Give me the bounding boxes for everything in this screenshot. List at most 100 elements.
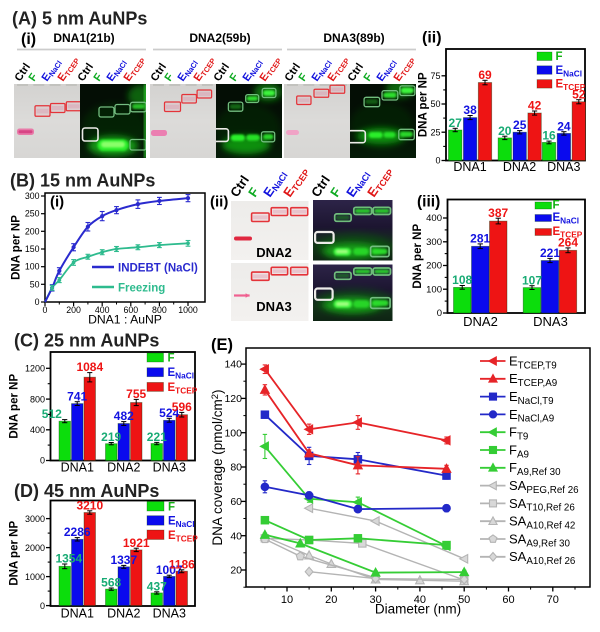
svg-text:DNA1: DNA1 xyxy=(61,607,94,621)
svg-text:1186: 1186 xyxy=(169,557,195,571)
svg-text:800: 800 xyxy=(152,305,167,315)
svg-text:1084: 1084 xyxy=(76,360,103,374)
svg-text:200: 200 xyxy=(66,305,81,315)
svg-text:2286: 2286 xyxy=(64,525,91,539)
svg-text:219: 219 xyxy=(101,430,121,444)
svg-text:DNA per NP: DNA per NP xyxy=(9,521,21,586)
svg-text:(ii): (ii) xyxy=(422,30,442,47)
svg-text:0: 0 xyxy=(40,601,45,611)
svg-text:69: 69 xyxy=(478,68,492,82)
svg-text:DNA3: DNA3 xyxy=(153,607,186,621)
svg-text:27: 27 xyxy=(449,116,463,130)
svg-text:40: 40 xyxy=(414,594,426,606)
svg-text:800: 800 xyxy=(30,394,45,404)
svg-text:DNA1(21b): DNA1(21b) xyxy=(53,31,114,45)
svg-text:DNA3: DNA3 xyxy=(153,461,186,475)
svg-text:16: 16 xyxy=(542,129,556,143)
svg-text:50: 50 xyxy=(458,594,470,606)
svg-text:20: 20 xyxy=(325,594,337,606)
svg-text:150: 150 xyxy=(25,244,40,254)
svg-text:DNA3: DNA3 xyxy=(256,299,291,314)
svg-text:1921: 1921 xyxy=(123,536,150,550)
svg-text:(iii): (iii) xyxy=(417,194,440,211)
svg-text:DNA coverage (pmol/cm2): DNA coverage (pmol/cm2) xyxy=(210,389,225,545)
svg-text:1000: 1000 xyxy=(25,572,45,582)
svg-text:482: 482 xyxy=(114,409,134,423)
svg-text:F: F xyxy=(556,51,563,63)
svg-text:38: 38 xyxy=(463,103,477,117)
svg-text:DNA2: DNA2 xyxy=(256,245,291,260)
svg-text:F: F xyxy=(553,200,560,212)
svg-text:(A) 5 nm AuNPs: (A) 5 nm AuNPs xyxy=(12,9,147,29)
svg-text:DNA per NP: DNA per NP xyxy=(9,374,21,439)
svg-text:80: 80 xyxy=(230,462,242,474)
svg-text:50: 50 xyxy=(30,279,40,289)
svg-text:Diameter (nm): Diameter (nm) xyxy=(375,602,461,617)
svg-text:300: 300 xyxy=(426,237,442,248)
svg-text:100: 100 xyxy=(224,427,242,439)
svg-text:24: 24 xyxy=(557,119,571,133)
svg-text:387: 387 xyxy=(488,206,508,220)
svg-text:0: 0 xyxy=(40,456,45,466)
svg-text:300: 300 xyxy=(25,191,40,201)
svg-text:250: 250 xyxy=(25,209,40,219)
svg-text:DNA3(89b): DNA3(89b) xyxy=(323,31,384,45)
svg-text:1337: 1337 xyxy=(110,553,137,567)
svg-text:3210: 3210 xyxy=(76,498,103,512)
svg-text:(i): (i) xyxy=(50,194,64,211)
svg-text:60: 60 xyxy=(230,496,242,508)
svg-text:568: 568 xyxy=(101,576,121,590)
svg-text:400: 400 xyxy=(426,213,442,224)
svg-text:DNA3: DNA3 xyxy=(533,314,568,329)
svg-text:1354: 1354 xyxy=(55,552,82,566)
svg-text:100: 100 xyxy=(426,284,442,295)
svg-text:(ii): (ii) xyxy=(210,194,228,211)
svg-text:512: 512 xyxy=(42,407,62,421)
svg-text:221: 221 xyxy=(540,246,560,260)
svg-text:F: F xyxy=(168,502,175,514)
svg-text:(C) 25 nm AuNPs: (C) 25 nm AuNPs xyxy=(14,331,159,351)
svg-text:DNA per NP: DNA per NP xyxy=(11,215,23,280)
svg-text:DNA2: DNA2 xyxy=(107,461,140,475)
svg-text:1007: 1007 xyxy=(156,563,183,577)
svg-text:221: 221 xyxy=(147,430,167,444)
svg-text:DNA2: DNA2 xyxy=(463,314,498,329)
svg-text:108: 108 xyxy=(452,273,472,287)
svg-text:600: 600 xyxy=(123,305,138,315)
svg-text:0: 0 xyxy=(435,156,440,166)
svg-text:DNA2(59b): DNA2(59b) xyxy=(189,31,250,45)
svg-text:140: 140 xyxy=(224,359,242,371)
svg-text:(D) 45 nm AuNPs: (D) 45 nm AuNPs xyxy=(14,481,159,501)
svg-text:755: 755 xyxy=(126,387,146,401)
svg-text:100: 100 xyxy=(25,262,40,272)
svg-text:DNA1: DNA1 xyxy=(453,160,486,174)
svg-text:30: 30 xyxy=(369,594,381,606)
svg-text:0: 0 xyxy=(35,297,40,307)
svg-text:200: 200 xyxy=(426,261,442,272)
svg-text:DNA1: DNA1 xyxy=(61,461,94,475)
svg-text:400: 400 xyxy=(30,425,45,435)
svg-text:741: 741 xyxy=(67,389,87,403)
svg-text:60: 60 xyxy=(502,594,514,606)
svg-text:0: 0 xyxy=(43,305,48,315)
svg-text:42: 42 xyxy=(528,99,542,113)
svg-text:DNA per NP: DNA per NP xyxy=(412,224,424,289)
svg-text:524: 524 xyxy=(159,406,179,420)
svg-text:50: 50 xyxy=(430,99,440,109)
svg-text:25: 25 xyxy=(513,118,527,132)
svg-text:DNA2: DNA2 xyxy=(503,160,536,174)
svg-text:75: 75 xyxy=(430,71,440,81)
svg-text:DNA3: DNA3 xyxy=(547,160,580,174)
svg-text:596: 596 xyxy=(172,400,192,414)
svg-text:2000: 2000 xyxy=(25,543,45,553)
svg-text:264: 264 xyxy=(558,236,578,250)
svg-text:1000: 1000 xyxy=(178,305,198,315)
svg-text:10: 10 xyxy=(281,594,293,606)
svg-text:(E): (E) xyxy=(211,336,233,354)
svg-text:0: 0 xyxy=(437,308,442,319)
svg-text:DNA per NP: DNA per NP xyxy=(418,72,430,137)
svg-text:(B) 15 nm AuNPs: (B) 15 nm AuNPs xyxy=(10,171,155,191)
svg-text:20: 20 xyxy=(498,124,512,138)
svg-text:DNA1 : AuNP: DNA1 : AuNP xyxy=(88,313,162,327)
svg-text:3000: 3000 xyxy=(25,514,45,524)
